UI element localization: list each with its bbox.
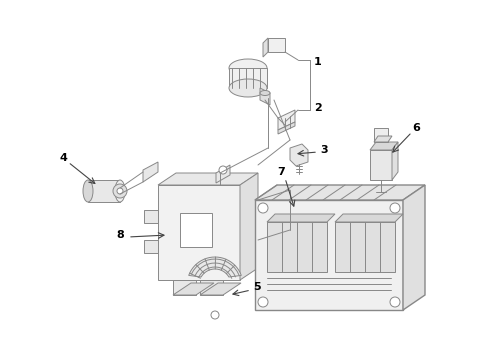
Text: 1: 1 [313, 57, 321, 67]
Circle shape [219, 166, 226, 174]
Ellipse shape [83, 180, 93, 202]
Circle shape [258, 203, 267, 213]
Ellipse shape [228, 59, 266, 77]
Polygon shape [158, 185, 240, 280]
Polygon shape [88, 180, 120, 202]
Text: 2: 2 [313, 103, 321, 113]
Polygon shape [228, 68, 266, 88]
Polygon shape [369, 142, 397, 150]
Polygon shape [173, 280, 196, 295]
Polygon shape [373, 136, 391, 142]
Polygon shape [216, 165, 229, 183]
Polygon shape [334, 214, 402, 222]
Polygon shape [289, 144, 307, 166]
Polygon shape [260, 88, 269, 105]
Circle shape [210, 311, 219, 319]
Ellipse shape [260, 90, 269, 95]
Text: 4: 4 [59, 153, 67, 163]
Polygon shape [334, 222, 394, 272]
Polygon shape [200, 283, 241, 295]
Polygon shape [258, 197, 274, 225]
Text: 6: 6 [411, 123, 419, 133]
Text: 3: 3 [320, 145, 327, 155]
Polygon shape [180, 213, 212, 247]
Polygon shape [391, 142, 397, 180]
Polygon shape [142, 162, 158, 182]
Text: 5: 5 [253, 282, 260, 292]
Circle shape [117, 188, 123, 194]
Circle shape [389, 297, 399, 307]
Polygon shape [143, 240, 158, 253]
Polygon shape [373, 128, 387, 142]
Polygon shape [278, 122, 294, 134]
Polygon shape [143, 210, 158, 223]
Polygon shape [188, 257, 241, 277]
Polygon shape [266, 222, 326, 272]
Polygon shape [278, 110, 294, 130]
Circle shape [389, 203, 399, 213]
Ellipse shape [115, 180, 125, 202]
Circle shape [258, 297, 267, 307]
Polygon shape [173, 283, 214, 295]
Polygon shape [200, 280, 223, 295]
Polygon shape [263, 38, 267, 57]
Polygon shape [267, 38, 285, 52]
Polygon shape [258, 219, 274, 237]
Polygon shape [254, 185, 424, 200]
Polygon shape [369, 150, 391, 180]
Polygon shape [240, 173, 258, 280]
Polygon shape [266, 214, 334, 222]
Text: 7: 7 [277, 167, 285, 177]
Text: 8: 8 [116, 230, 123, 240]
Circle shape [113, 184, 127, 198]
Polygon shape [158, 173, 258, 185]
Polygon shape [402, 185, 424, 310]
Polygon shape [254, 200, 402, 310]
Ellipse shape [228, 79, 266, 97]
